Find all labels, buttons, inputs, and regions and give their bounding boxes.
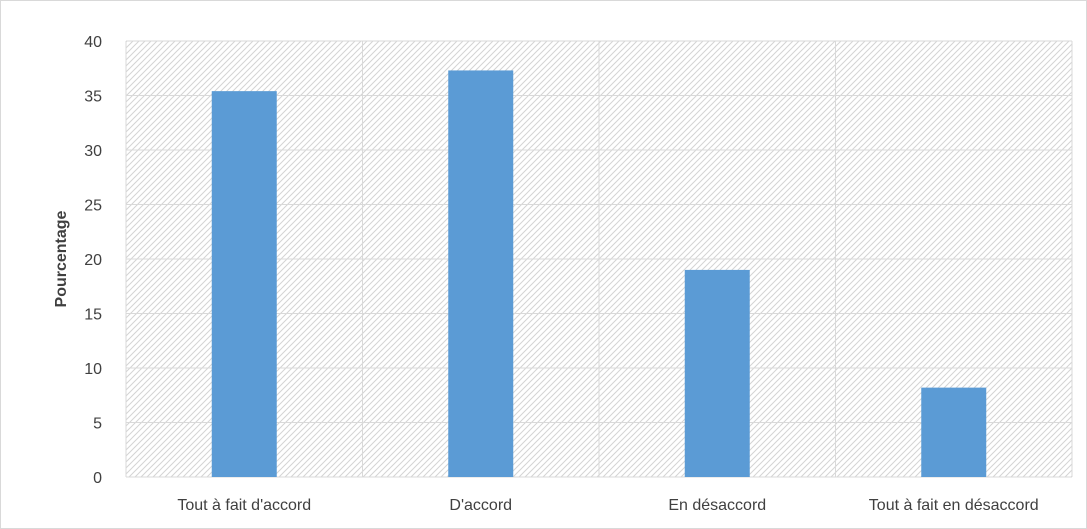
bars: [211, 70, 987, 478]
x-tick-label: En désaccord: [668, 497, 766, 514]
x-tick-label: D'accord: [449, 497, 512, 514]
bar: [211, 91, 277, 477]
y-tick-label: 25: [84, 198, 102, 215]
x-tick-label: Tout à fait d'accord: [177, 497, 311, 514]
x-tick-label: Tout à fait en désaccord: [869, 497, 1039, 514]
y-tick-label: 15: [84, 307, 102, 324]
y-axis-label: Pourcentage: [53, 210, 70, 307]
y-axis-ticks: 0 5 10 15 20 25 30 35 40: [84, 34, 102, 487]
y-tick-label: 40: [84, 34, 102, 51]
y-tick-label: 5: [93, 416, 102, 433]
y-tick-label: 20: [84, 252, 102, 269]
bar: [448, 70, 514, 478]
bar: [684, 269, 750, 477]
bar: [921, 387, 987, 477]
y-tick-label: 0: [93, 470, 102, 487]
y-tick-label: 10: [84, 361, 102, 378]
x-axis-ticks: Tout à fait d'accord D'accord En désaccord…: [177, 497, 1038, 514]
y-tick-label: 30: [84, 143, 102, 160]
y-tick-label: 35: [84, 89, 102, 106]
gridlines: [125, 40, 1073, 478]
